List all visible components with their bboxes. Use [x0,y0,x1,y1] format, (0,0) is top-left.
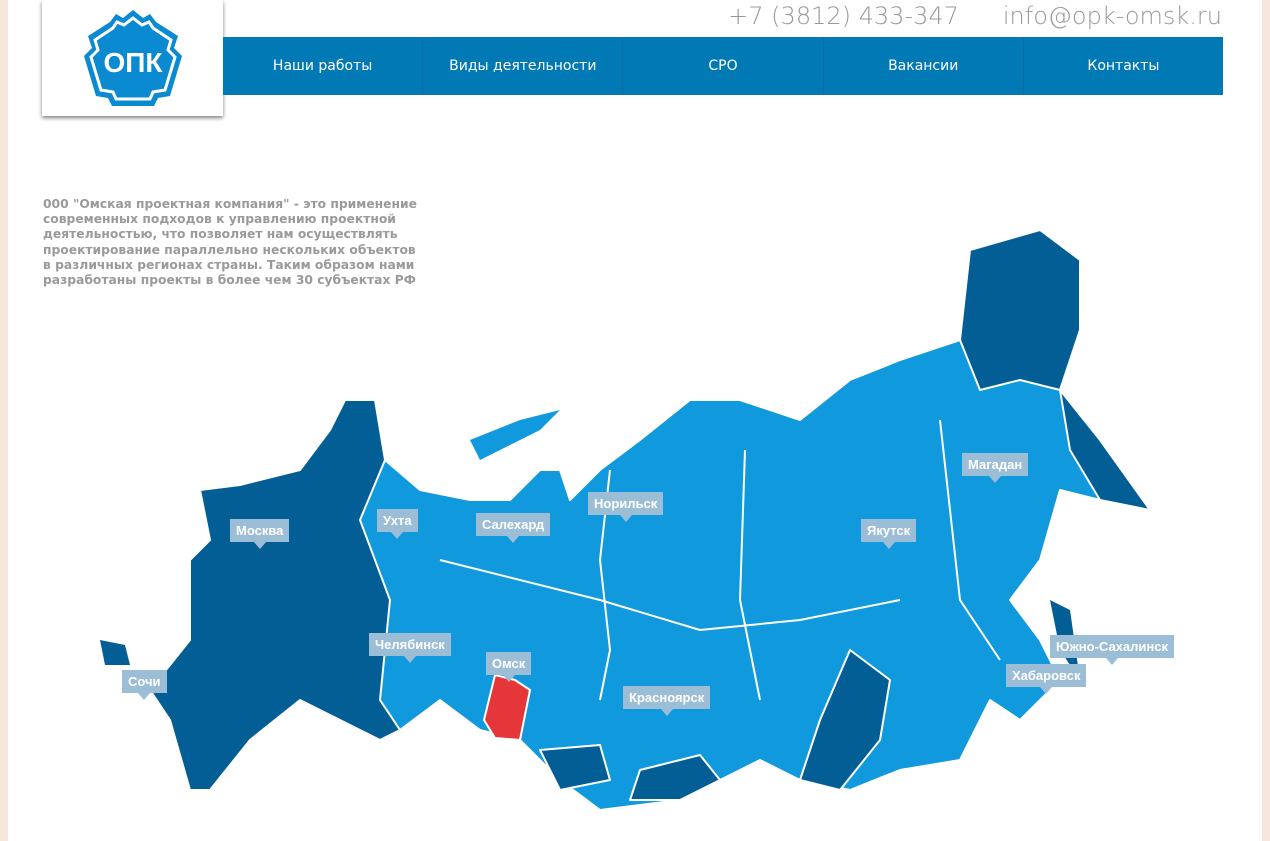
header-contacts: +7 (3812) 433-347 info@opk-omsk.ru [684,2,1222,30]
nav-contacts[interactable]: Контакты [1022,37,1223,95]
page-border-left [0,0,8,841]
phone-link[interactable]: +7 (3812) 433-347 [728,2,959,30]
map-region-altai[interactable] [629,754,721,801]
map-region-european[interactable] [149,399,401,791]
map-region-kamchatka[interactable] [1059,389,1151,511]
map-region-zabaikalye[interactable] [799,649,891,791]
city-marker-salekhard[interactable]: Салехард [476,513,551,543]
map-region-kaliningrad[interactable] [100,640,130,665]
nav-our-works[interactable]: Наши работы [272,58,373,74]
main-nav: Наши работы Виды деятельности СРО Ваканс… [223,37,1223,95]
city-marker-chelyabinsk[interactable]: Челябинск [369,633,451,663]
svg-text:ОПК: ОПК [103,47,163,78]
city-marker-krasnoyarsk[interactable]: Красноярск [623,686,711,716]
company-logo[interactable]: ОПК [42,0,223,116]
city-marker-sochi[interactable]: Сочи [122,670,167,700]
map-region-omsk[interactable] [483,674,531,741]
intro-text: 000 "Омская проектная компания" - это пр… [43,197,417,288]
city-marker-khabarovsk[interactable]: Хабаровск [1006,664,1087,694]
nav-sro[interactable]: СРО [622,37,822,95]
nav-activities[interactable]: Виды деятельности [422,37,622,95]
map-region-chukotka[interactable] [959,229,1081,391]
city-marker-omsk[interactable]: Омск [486,652,532,682]
city-marker-norilsk[interactable]: Норильск [588,492,664,522]
city-marker-magadan[interactable]: Магадан [962,453,1029,483]
city-marker-ukhta[interactable]: Ухта [377,509,418,539]
page-border-right [1262,0,1270,841]
nav-vacancies[interactable]: Вакансии [822,37,1023,95]
city-marker-yakutsk[interactable]: Якутск [861,519,917,549]
email-link[interactable]: info@opk-omsk.ru [1002,2,1222,30]
fortress-logo-icon: ОПК [83,9,182,106]
city-marker-yuzhno-sakhalinsk[interactable]: Южно-Сахалинск [1050,635,1174,665]
map-island-novaya-zemlya [470,410,560,460]
map-region-south-siberia[interactable] [539,744,611,791]
city-marker-moscow[interactable]: Москва [230,519,290,549]
